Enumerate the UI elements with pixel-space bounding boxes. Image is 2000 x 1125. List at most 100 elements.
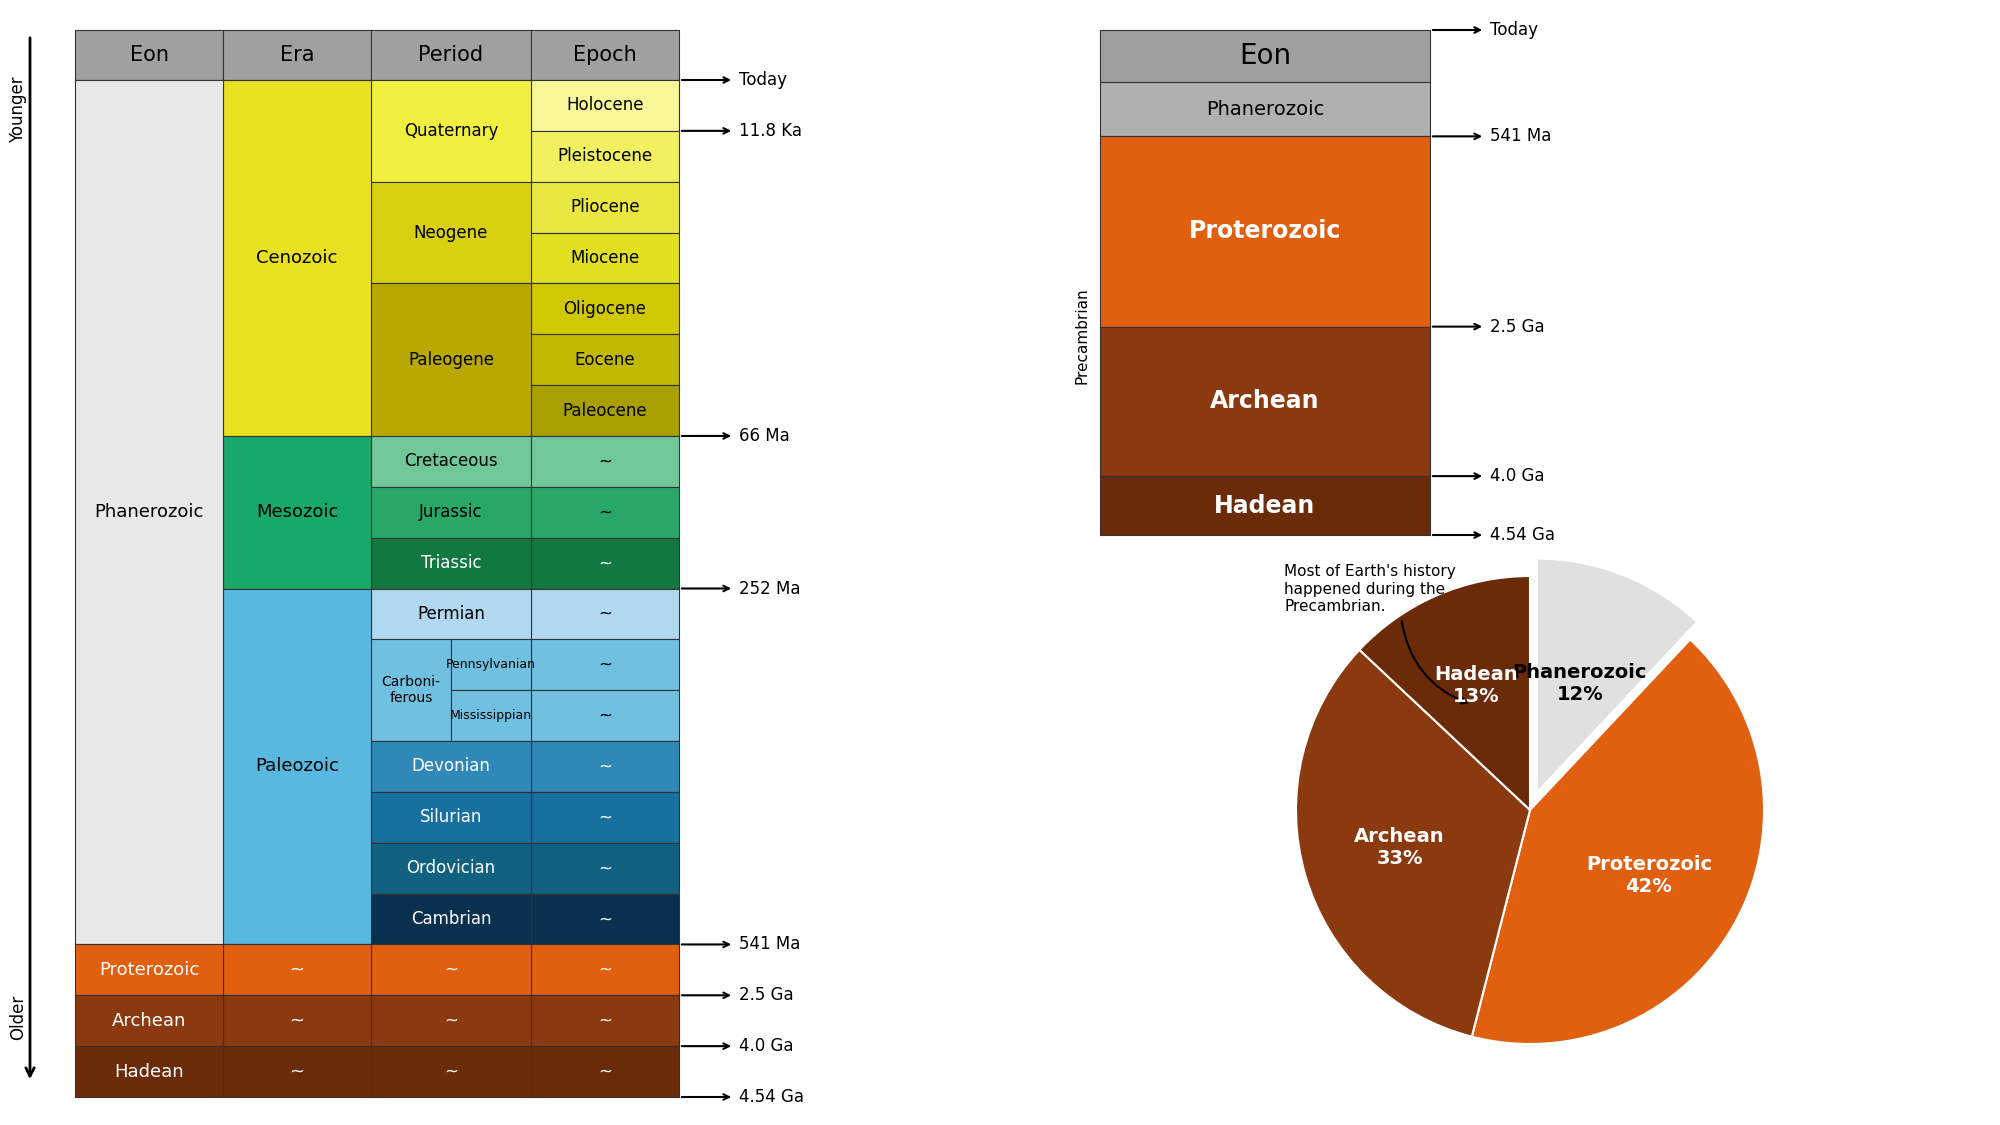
Wedge shape — [1296, 650, 1530, 1036]
Text: ~: ~ — [598, 555, 612, 573]
Bar — [372, 436, 532, 487]
Bar — [76, 1046, 224, 1097]
Text: Carboni-
ferous: Carboni- ferous — [382, 675, 440, 705]
Bar — [372, 588, 532, 639]
Bar — [76, 30, 224, 80]
Text: Triassic: Triassic — [420, 555, 482, 573]
Text: ~: ~ — [444, 1011, 458, 1029]
Text: Proterozoic: Proterozoic — [98, 961, 200, 979]
Text: 66 Ma: 66 Ma — [740, 428, 790, 446]
Text: 541 Ma: 541 Ma — [1490, 127, 1552, 145]
Text: Hadean
13%: Hadean 13% — [1434, 665, 1518, 706]
Text: Cambrian: Cambrian — [410, 910, 492, 928]
Text: Pennsylvanian: Pennsylvanian — [446, 658, 536, 672]
Text: Jurassic: Jurassic — [420, 503, 482, 521]
Text: ~: ~ — [290, 1011, 304, 1029]
Bar — [224, 588, 372, 945]
Text: 2.5 Ga: 2.5 Ga — [1490, 317, 1544, 335]
Text: Mesozoic: Mesozoic — [256, 503, 338, 521]
Bar — [532, 588, 680, 639]
Text: Permian: Permian — [418, 605, 484, 623]
Bar — [224, 30, 372, 80]
Bar — [532, 182, 680, 233]
Text: Eon: Eon — [130, 45, 168, 65]
Text: Younger: Younger — [8, 76, 28, 143]
Text: ~: ~ — [598, 860, 612, 878]
Bar — [532, 893, 680, 945]
Text: Proterozoic
42%: Proterozoic 42% — [1586, 855, 1712, 896]
Text: ~: ~ — [598, 656, 612, 674]
Bar — [372, 792, 532, 843]
Text: Older: Older — [8, 994, 28, 1040]
Bar — [532, 30, 680, 80]
Bar — [372, 639, 452, 741]
Bar — [372, 538, 532, 588]
Text: ~: ~ — [598, 706, 612, 724]
Text: ~: ~ — [598, 503, 612, 521]
Bar — [532, 691, 680, 741]
Text: Era: Era — [280, 45, 314, 65]
Bar — [532, 538, 680, 588]
Text: Archean
33%: Archean 33% — [1354, 827, 1444, 868]
Text: Paleozoic: Paleozoic — [256, 757, 338, 775]
Text: 2.5 Ga: 2.5 Ga — [740, 987, 794, 1005]
Text: Cenozoic: Cenozoic — [256, 249, 338, 267]
Bar — [372, 30, 532, 80]
Text: Miocene: Miocene — [570, 249, 640, 267]
Bar — [532, 792, 680, 843]
Text: Phanerozoic: Phanerozoic — [94, 503, 204, 521]
Text: Archean: Archean — [112, 1011, 186, 1029]
Bar — [452, 691, 532, 741]
Bar — [76, 996, 224, 1046]
Text: Hadean: Hadean — [1214, 494, 1316, 518]
Text: ~: ~ — [444, 961, 458, 979]
Text: Quaternary: Quaternary — [404, 122, 498, 140]
Bar — [532, 639, 680, 691]
Text: Silurian: Silurian — [420, 809, 482, 827]
Text: Hadean: Hadean — [114, 1063, 184, 1081]
Bar — [372, 996, 532, 1046]
Bar — [532, 334, 680, 385]
Bar — [532, 80, 680, 130]
Bar — [532, 843, 680, 893]
Bar — [372, 945, 532, 996]
Bar — [452, 639, 532, 691]
Bar — [372, 487, 532, 538]
Text: 541 Ma: 541 Ma — [740, 936, 800, 954]
Text: ~: ~ — [290, 961, 304, 979]
Bar — [532, 385, 680, 437]
Text: ~: ~ — [598, 1063, 612, 1081]
Text: Phanerozoic: Phanerozoic — [1206, 100, 1324, 118]
Text: 4.54 Ga: 4.54 Ga — [1490, 526, 1556, 544]
Bar — [224, 436, 372, 588]
Bar — [532, 487, 680, 538]
Text: 4.0 Ga: 4.0 Ga — [740, 1037, 794, 1055]
Bar — [1100, 476, 1430, 536]
Text: ~: ~ — [290, 1063, 304, 1081]
Bar — [372, 843, 532, 893]
Text: Phanerozoic
12%: Phanerozoic 12% — [1512, 664, 1648, 704]
Text: Pliocene: Pliocene — [570, 198, 640, 216]
Text: Epoch: Epoch — [574, 45, 636, 65]
Text: Most of Earth's history
happened during the
Precambrian.: Most of Earth's history happened during … — [1284, 565, 1456, 614]
Text: Neogene: Neogene — [414, 224, 488, 242]
Text: Eon: Eon — [1238, 42, 1292, 70]
Bar — [1100, 30, 1430, 82]
Bar — [372, 741, 532, 792]
Text: Pleistocene: Pleistocene — [558, 147, 652, 165]
Text: 4.0 Ga: 4.0 Ga — [1490, 467, 1544, 485]
Text: 11.8 Ka: 11.8 Ka — [740, 122, 802, 140]
Bar — [224, 80, 372, 436]
Bar — [76, 945, 224, 996]
Bar — [372, 80, 532, 182]
Bar — [532, 741, 680, 792]
Wedge shape — [1536, 559, 1698, 793]
Text: Holocene: Holocene — [566, 97, 644, 115]
Text: Today: Today — [740, 71, 788, 89]
Bar — [76, 80, 224, 945]
Bar — [532, 130, 680, 182]
Text: Devonian: Devonian — [412, 757, 490, 775]
Bar — [372, 182, 532, 284]
Bar — [372, 893, 532, 945]
Bar — [532, 284, 680, 334]
